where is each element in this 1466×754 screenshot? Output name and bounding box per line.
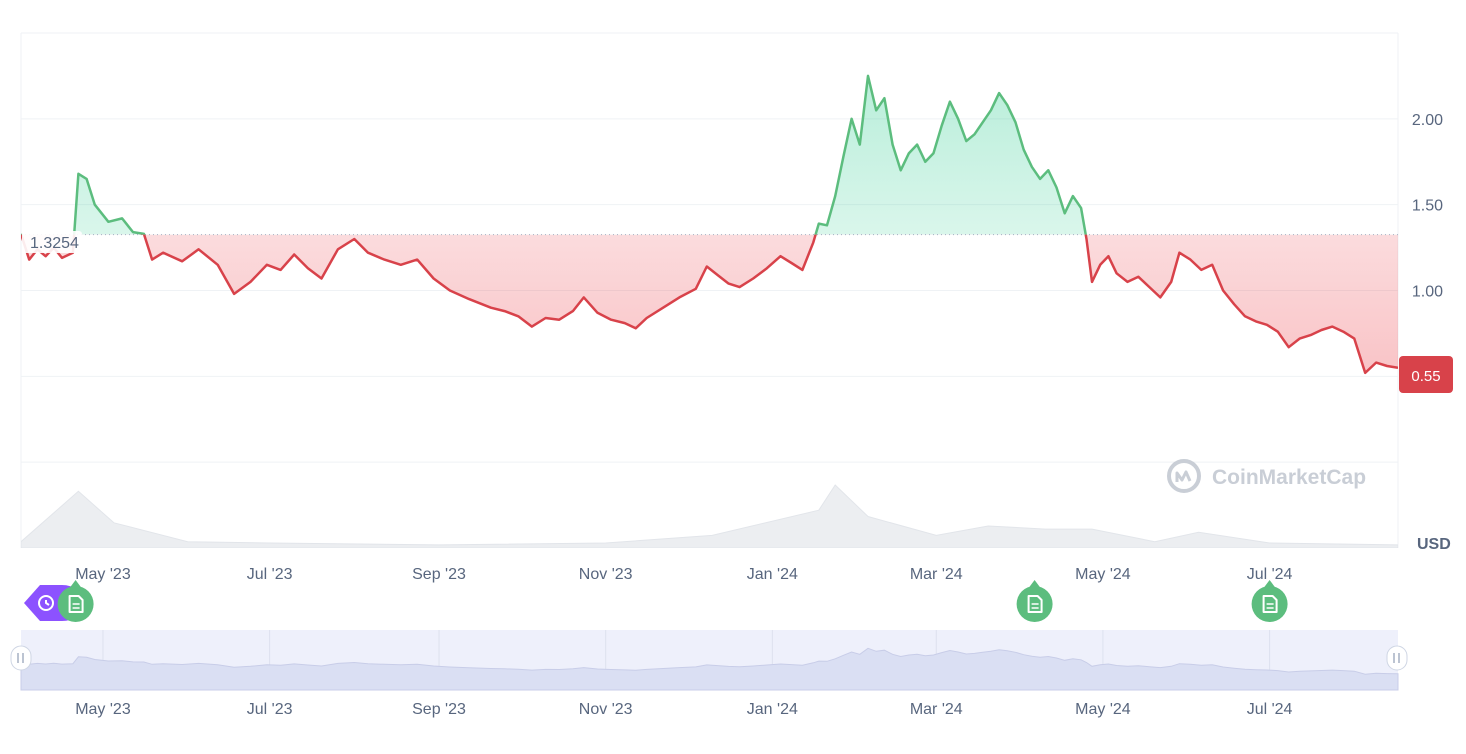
document-icon	[1027, 595, 1043, 613]
price-line	[21, 74, 1398, 375]
area-above-baseline	[21, 75, 1086, 235]
event-markers[interactable]	[57, 580, 1288, 622]
x-tick-label: Mar '24	[910, 566, 963, 583]
navigator-tick-label: Jan '24	[747, 701, 798, 718]
navigator-tick-label: Nov '23	[579, 701, 633, 718]
current-price-value: 0.55	[1411, 368, 1440, 385]
baseline-value: 1.3254	[30, 235, 79, 252]
x-axis: May '23 Jul '23 Sep '23 Nov '23 Jan '24 Mar '…	[75, 566, 1292, 583]
event-marker[interactable]	[1016, 580, 1053, 622]
x-tick-label: Jan '24	[747, 566, 798, 583]
navigator[interactable]: May '23 Jul '23 Sep '23 Nov '23 Jan '24 Mar '…	[10, 630, 1408, 718]
y-tick-label: 1.00	[1412, 284, 1443, 301]
document-icon	[68, 595, 84, 613]
coinmarketcap-watermark: CoinMarketCap	[1167, 459, 1366, 493]
price-line-down	[21, 234, 1398, 375]
document-icon	[1262, 595, 1278, 613]
navigator-tick-label: Mar '24	[910, 701, 963, 718]
navigator-tick-label: Jul '24	[1247, 701, 1293, 718]
history-icon	[38, 595, 54, 611]
x-tick-label: Jul '24	[1247, 566, 1293, 583]
area-below-baseline	[21, 234, 1398, 373]
event-marker[interactable]	[1251, 580, 1288, 622]
current-price-badge: 0.55	[1399, 356, 1453, 393]
currency-label: USD	[1417, 536, 1451, 553]
coinmarketcap-logo-icon	[1167, 459, 1201, 493]
x-tick-label: May '24	[1075, 566, 1131, 583]
navigator-tick-label: May '24	[1075, 701, 1131, 718]
watermark-text: CoinMarketCap	[1212, 466, 1366, 489]
navigator-series	[20, 647, 1399, 691]
price-line-up	[21, 74, 1088, 235]
navigator-axis: May '23 Jul '23 Sep '23 Nov '23 Jan '24 Mar '…	[75, 701, 1292, 718]
price-area	[21, 75, 1398, 373]
volume-area	[21, 484, 1398, 548]
x-tick-label: Sep '23	[412, 566, 466, 583]
y-tick-label: 2.00	[1412, 112, 1443, 129]
y-tick-label: 1.50	[1412, 198, 1443, 215]
x-tick-label: May '23	[75, 566, 131, 583]
navigator-left-handle[interactable]	[10, 645, 32, 671]
navigator-tick-label: Jul '23	[247, 701, 293, 718]
grid-lines	[20, 32, 1399, 548]
event-marker[interactable]	[57, 580, 94, 622]
x-tick-label: Nov '23	[579, 566, 633, 583]
x-tick-label: Jul '23	[247, 566, 293, 583]
volume-bars	[21, 484, 1398, 548]
navigator-right-handle[interactable]	[1386, 645, 1408, 671]
y-axis: 2.00 1.50 1.00	[1412, 112, 1443, 301]
baseline-label: 1.3254	[22, 231, 82, 253]
navigator-tick-label: Sep '23	[412, 701, 466, 718]
navigator-tick-label: May '23	[75, 701, 131, 718]
